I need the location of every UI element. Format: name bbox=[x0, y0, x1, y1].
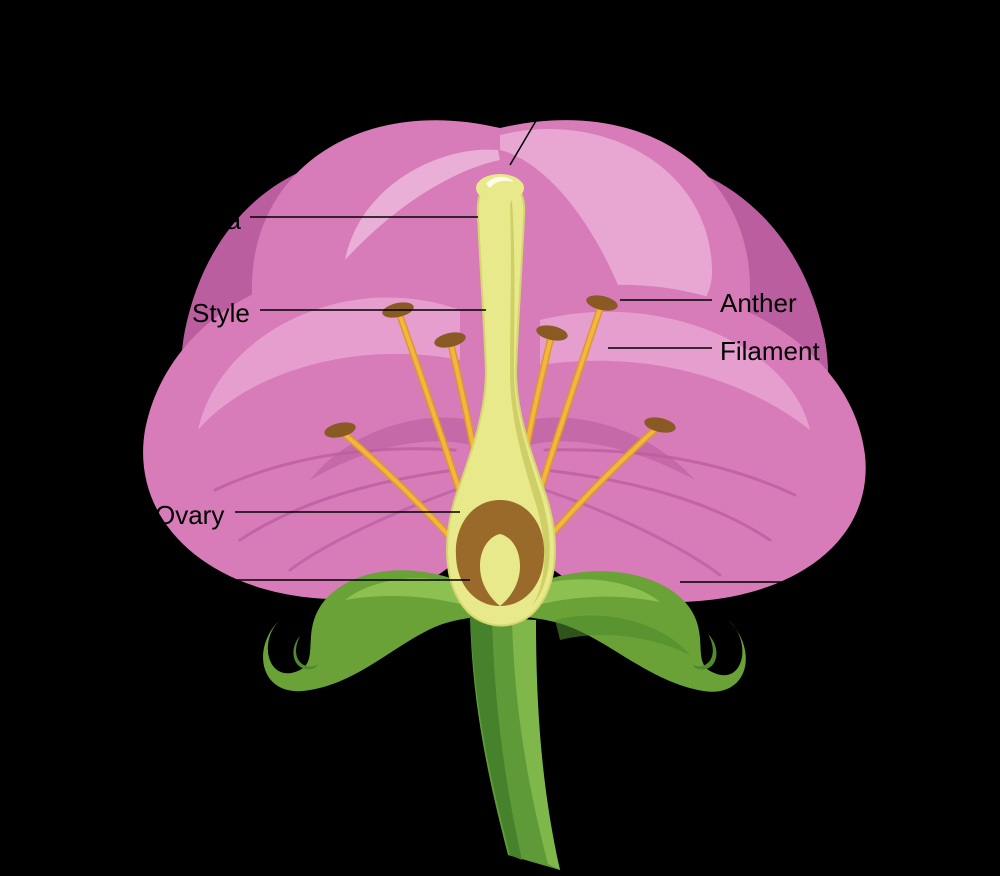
label-stamen: Stamen bbox=[885, 310, 975, 336]
flower-anatomy-diagram: Petal Stigma Style Anther Filament Ovary… bbox=[0, 0, 1000, 876]
label-petal: Petal bbox=[560, 70, 619, 96]
label-anther: Anther bbox=[720, 290, 797, 316]
label-ovule: Ovule bbox=[155, 570, 223, 596]
label-style: Style bbox=[192, 300, 250, 326]
label-filament: Filament bbox=[720, 338, 820, 364]
leader-lines bbox=[0, 0, 1000, 876]
label-sepal: Sepal bbox=[825, 572, 892, 598]
label-stigma: Stigma bbox=[160, 207, 241, 233]
label-stem: Stem bbox=[340, 735, 401, 761]
label-ovary: Ovary bbox=[155, 502, 224, 528]
label-pistil: Pistil bbox=[60, 398, 115, 424]
